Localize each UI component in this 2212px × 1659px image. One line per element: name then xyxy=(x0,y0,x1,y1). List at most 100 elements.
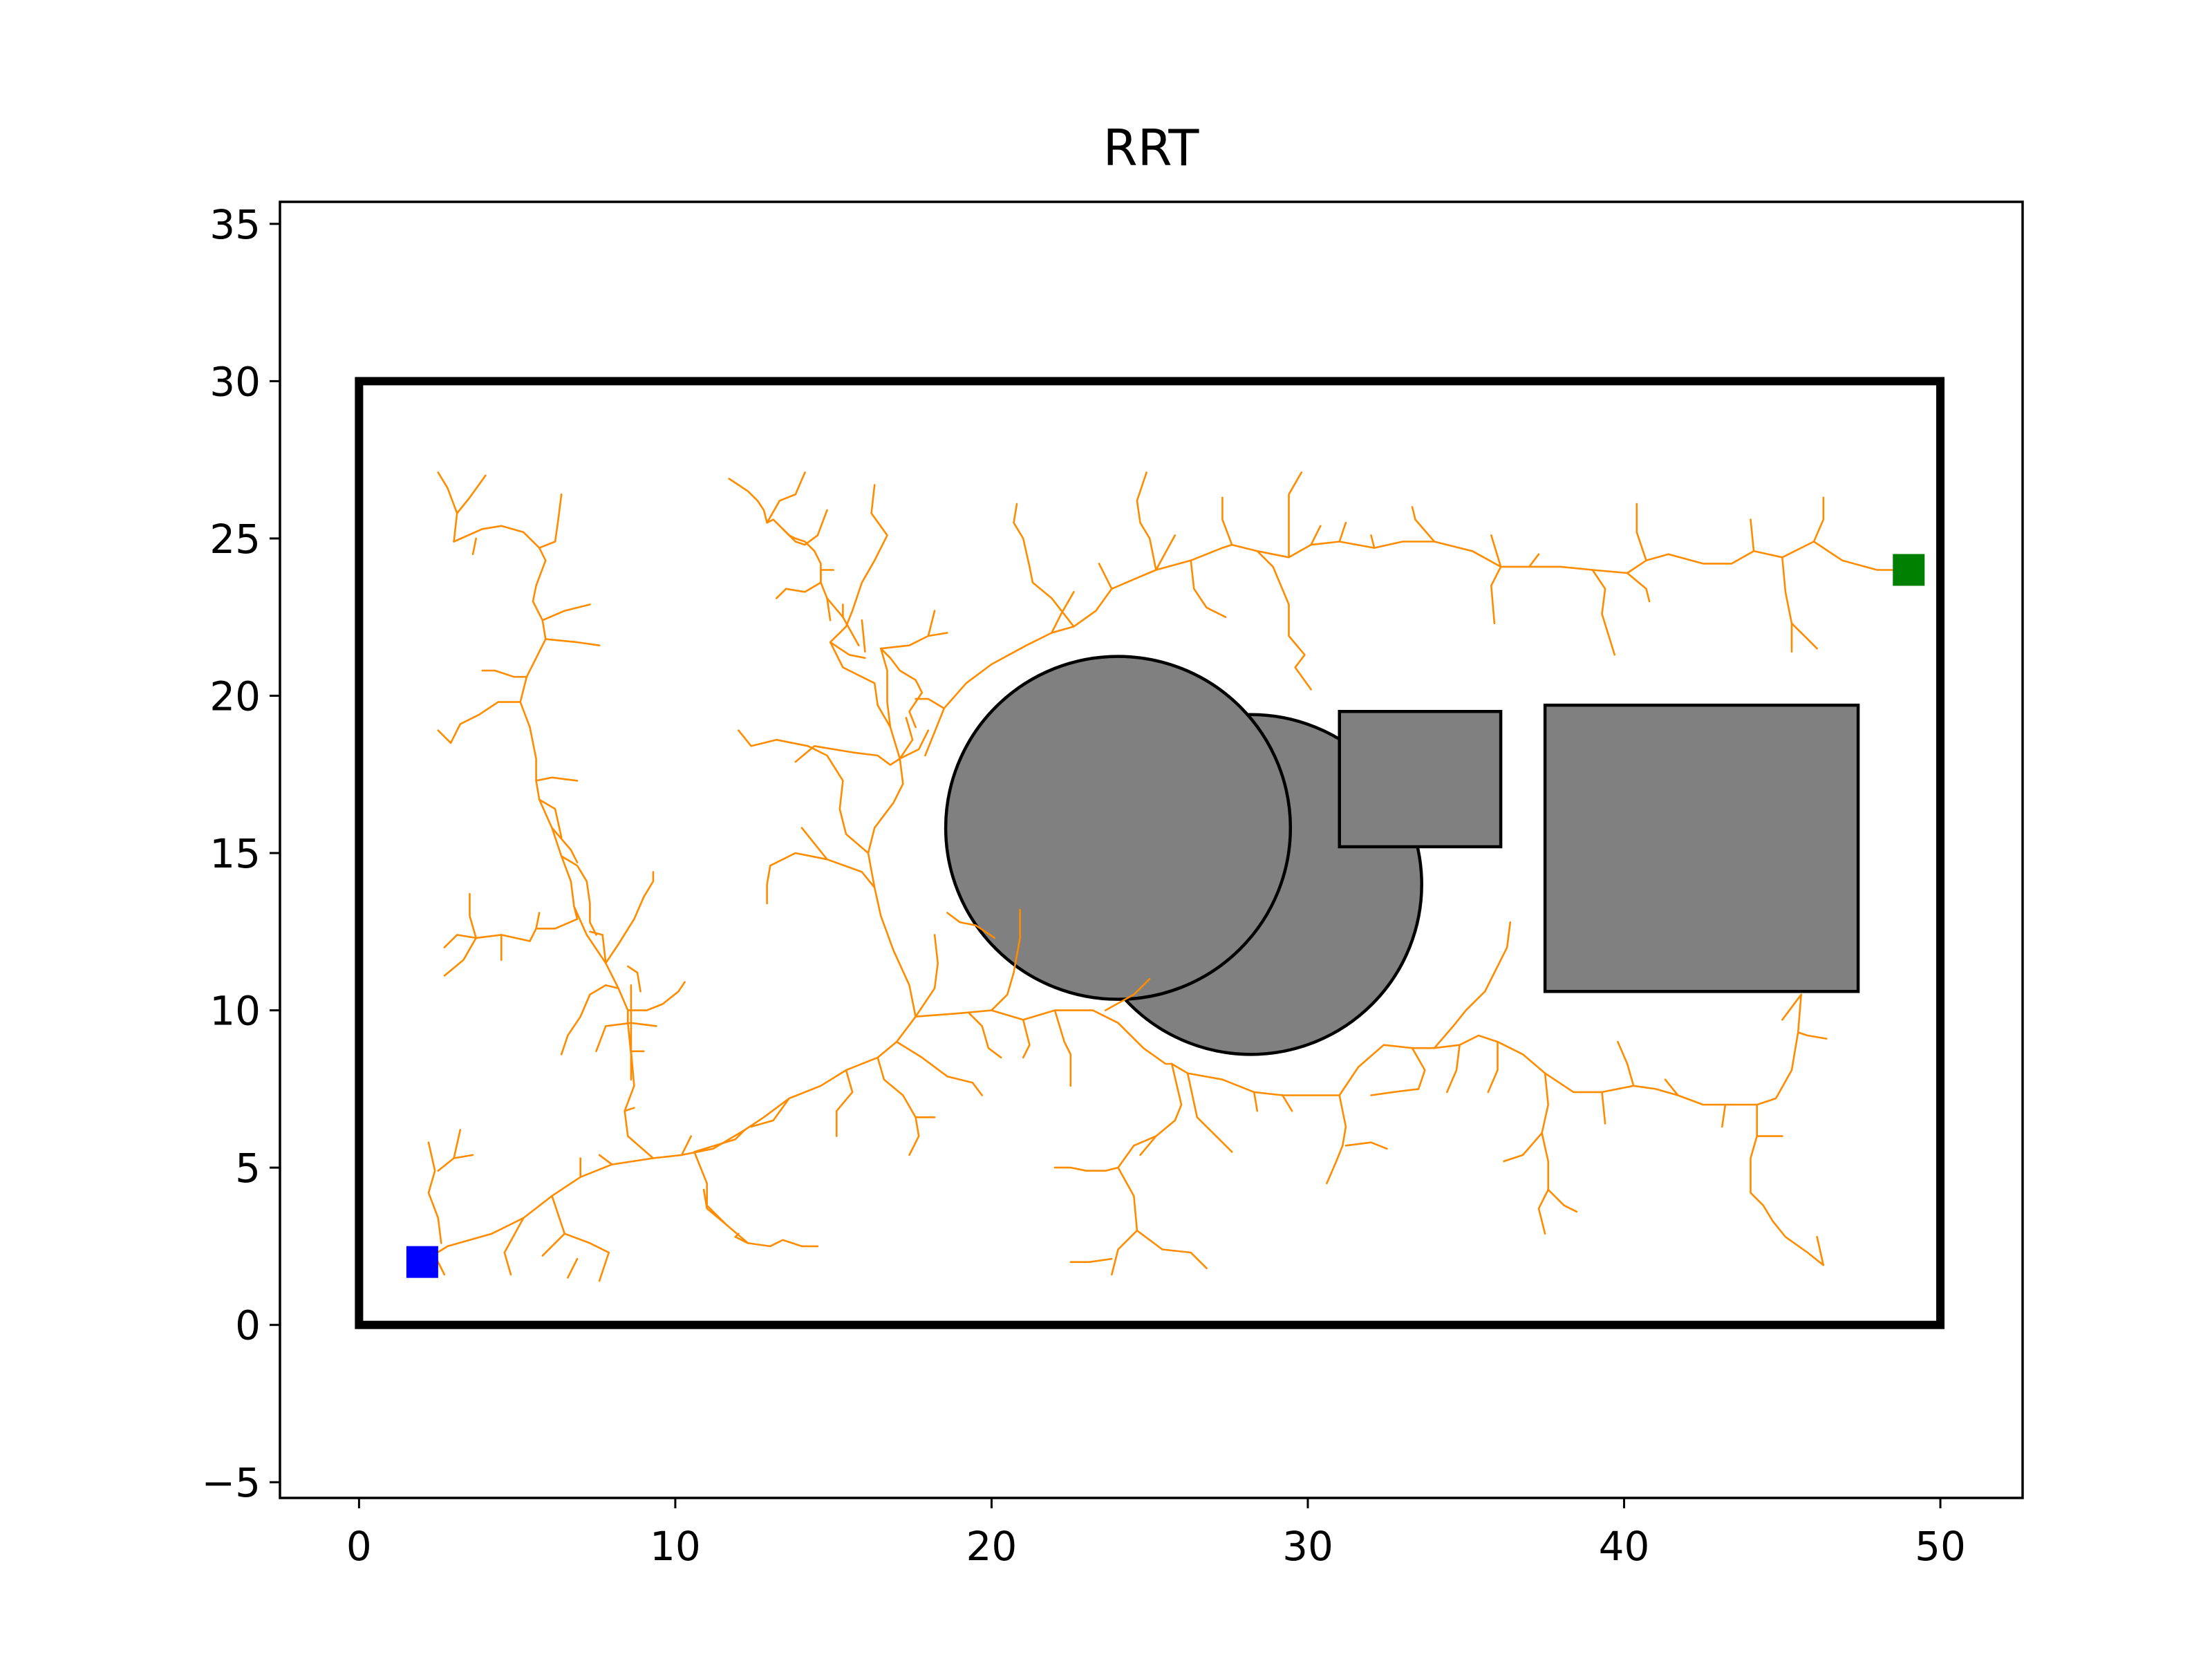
start-marker xyxy=(406,1246,438,1278)
tree-branch-96 xyxy=(471,537,478,556)
obstacle-rect-3 xyxy=(1338,710,1503,849)
tree-branch-82 xyxy=(1370,534,1376,549)
tree-branch-51 xyxy=(1344,1141,1388,1150)
tree-branch-90 xyxy=(1013,503,1075,628)
tree-branch-112 xyxy=(604,871,655,964)
tree-branch-28 xyxy=(766,852,828,905)
tree-branch-110 xyxy=(469,892,478,939)
tree-branch-103 xyxy=(538,798,563,838)
tree-branch-100 xyxy=(481,669,528,678)
y-tick-label: 10 xyxy=(209,988,261,1035)
obstacle-circle-2 xyxy=(944,655,1293,1001)
tree-branch-93 xyxy=(453,525,629,1024)
y-tick-label: 25 xyxy=(209,516,261,563)
tree-branch-20 xyxy=(702,1188,727,1226)
tree-branch-6 xyxy=(503,1217,525,1276)
tree-branch-4 xyxy=(453,1154,474,1159)
tree-branch-61 xyxy=(1664,1078,1679,1096)
tree-branch-98 xyxy=(541,603,591,621)
tree-branch-122 xyxy=(826,597,832,621)
tree-branch-129 xyxy=(915,697,946,709)
tree-branch-22 xyxy=(836,1069,854,1137)
tree-branch-59 xyxy=(1601,1091,1606,1125)
tree-branch-85 xyxy=(1256,550,1312,691)
tree-branch-80 xyxy=(1310,525,1322,546)
tree-branch-27 xyxy=(800,827,876,889)
tree-branch-89 xyxy=(1098,563,1113,590)
tree-branch-117 xyxy=(728,478,860,647)
tree-branch-115 xyxy=(626,965,641,993)
tree-branch-108 xyxy=(535,912,541,930)
axes-frame xyxy=(279,200,2024,1499)
tree-branch-40 xyxy=(1142,993,1802,1106)
tree-branch-68 xyxy=(1490,565,1502,625)
tree-branch-71 xyxy=(1591,569,1616,656)
goal-marker xyxy=(1893,554,1925,586)
tree-branch-105 xyxy=(560,855,597,936)
tree-branch-41 xyxy=(1139,1062,1183,1156)
x-tick-label: 50 xyxy=(1915,1523,1966,1570)
tree-branch-47 xyxy=(1186,1072,1233,1153)
tree-branch-63 xyxy=(1750,1103,1825,1266)
x-tick-label: 20 xyxy=(966,1523,1018,1570)
tree-branch-75 xyxy=(1781,556,1793,653)
tree-branch-9 xyxy=(567,1257,579,1279)
tree-branch-16 xyxy=(595,1022,632,1053)
tree-branch-7 xyxy=(551,1194,610,1282)
tree-branch-69 xyxy=(1490,534,1502,568)
tree-branch-45 xyxy=(1136,1229,1208,1270)
tree-branch-94 xyxy=(437,471,458,543)
tree-branch-62 xyxy=(1721,1103,1727,1128)
tree-branch-126 xyxy=(829,641,866,659)
tree-branch-97 xyxy=(538,493,563,549)
tree-branch-127 xyxy=(880,647,924,694)
tree-branch-33 xyxy=(927,610,936,637)
chart-title: RRT xyxy=(1103,119,1200,177)
tree-branch-17 xyxy=(680,1135,693,1156)
x-axis: 0 10 20 30 40 50 xyxy=(346,1498,1966,1570)
x-tick-label: 10 xyxy=(650,1523,701,1570)
tree-branch-76 xyxy=(1812,496,1825,543)
tree-branch-78 xyxy=(1411,506,1436,543)
tree-branch-42 xyxy=(1117,1135,1157,1169)
tree-branch-37 xyxy=(1022,1019,1031,1059)
tree-branch-13 xyxy=(624,1107,635,1112)
tree-branch-92 xyxy=(899,717,914,760)
tree-branch-79 xyxy=(1288,471,1303,559)
tree-branch-114 xyxy=(626,981,686,1011)
x-tick-label: 40 xyxy=(1599,1523,1650,1570)
tree-branch-86 xyxy=(1190,559,1227,619)
y-tick-label: −5 xyxy=(202,1459,261,1506)
y-tick-label: 0 xyxy=(235,1302,261,1349)
tree-branch-119 xyxy=(782,509,828,546)
tree-branch-19 xyxy=(734,1232,749,1244)
tree-branch-52 xyxy=(1370,1047,1426,1096)
tree-branch-130 xyxy=(946,912,996,939)
tree-branch-26 xyxy=(867,647,917,1018)
tree-branch-116 xyxy=(626,1022,632,1080)
tree-branch-74 xyxy=(1750,518,1755,552)
tree-branch-106 xyxy=(443,906,579,948)
tree-branch-104 xyxy=(551,827,579,863)
tree-branch-53 xyxy=(1433,921,1512,1049)
tree-branch-35 xyxy=(968,1012,1002,1059)
tree-branch-111 xyxy=(589,930,607,964)
tree-branch-21 xyxy=(750,1097,790,1128)
tree-branch-125 xyxy=(794,745,901,766)
y-tick-label: 20 xyxy=(209,673,261,720)
tree-branch-30 xyxy=(899,729,930,760)
tree-branch-43 xyxy=(1053,1166,1119,1172)
tree-branch-102 xyxy=(535,776,579,782)
obstacle-rect-4 xyxy=(1543,703,1860,993)
tree-branch-87 xyxy=(1136,471,1157,571)
tree-branch-84 xyxy=(1221,496,1233,546)
tree-branch-55 xyxy=(1487,1040,1499,1094)
y-tick-label: 30 xyxy=(209,358,261,405)
tree-branch-65 xyxy=(1797,1031,1828,1040)
tree-branch-23 xyxy=(877,1056,920,1156)
tree-branch-70 xyxy=(1528,553,1540,568)
tree-branch-83 xyxy=(924,543,1259,757)
tree-branch-113 xyxy=(560,984,619,1056)
tree-branch-118 xyxy=(766,471,806,524)
